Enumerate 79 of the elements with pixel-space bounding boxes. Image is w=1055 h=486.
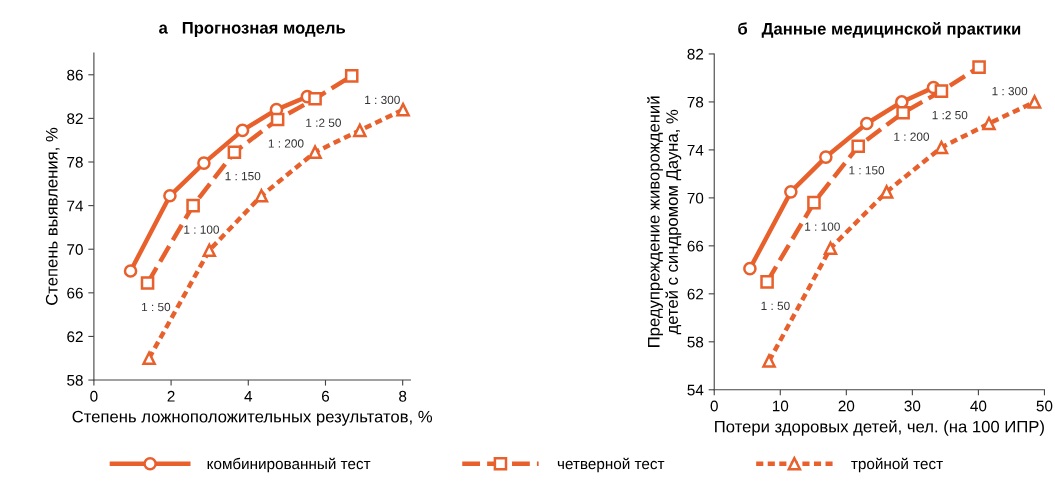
y-tick-label: 62: [687, 288, 704, 300]
legend-label: четверной тест: [557, 457, 665, 473]
x-tick-label: 10: [772, 400, 789, 412]
annotation: 1 : 150: [225, 172, 261, 181]
chart-title: а Прогнозная модель: [159, 22, 346, 37]
annotation: 1 : 50: [142, 302, 171, 312]
legend-label: комбинированный тест: [207, 457, 371, 473]
y-tick-label: 66: [687, 240, 704, 252]
x-tick-label: 20: [838, 400, 855, 412]
point: [235, 123, 250, 138]
x-tick-label: 0: [90, 390, 98, 402]
point: [743, 261, 757, 276]
annotation: 1 :2 50: [932, 110, 968, 120]
point: [934, 84, 949, 98]
annotation: 1 : 300: [992, 86, 1028, 96]
y-tick-label: 70: [687, 192, 704, 204]
point: [227, 145, 242, 159]
annotation: 1 : 100: [805, 222, 840, 231]
point: [163, 188, 177, 203]
y-tick-label: 82: [67, 113, 83, 125]
point: [972, 60, 986, 74]
x-axis-title: Потери здоровых детей, чел. (на 100 ИПР): [715, 419, 1044, 436]
annotation: 1 : 300: [365, 95, 400, 105]
point: [353, 123, 367, 138]
point: [270, 112, 285, 127]
point: [823, 241, 838, 256]
point: [344, 69, 359, 83]
point: [197, 156, 211, 170]
y-tick-label: 78: [67, 156, 83, 168]
x-tick-label: 8: [399, 390, 407, 402]
point: [859, 116, 874, 131]
y-tick-label: 78: [687, 96, 704, 108]
point: [186, 198, 200, 213]
annotation: 1 : 50: [761, 301, 790, 310]
y-tick-label: 74: [687, 144, 704, 156]
annotation: 1 : 150: [849, 166, 885, 175]
y-tick-label: 62: [67, 331, 83, 343]
point: [851, 139, 866, 154]
x-tick-label: 30: [904, 400, 921, 412]
y-tick-label: 58: [687, 336, 704, 348]
x-tick-label: 0: [710, 400, 718, 412]
point: [784, 185, 798, 199]
y-axis-title: Степень выявления, %: [45, 127, 60, 305]
point: [760, 275, 774, 289]
x-tick-label: 6: [322, 390, 330, 402]
annotation: 1 : 100: [184, 225, 220, 234]
x-tick-label: 4: [244, 391, 253, 402]
chart-title: б Данные медицинской практики: [738, 22, 1021, 38]
point: [982, 116, 996, 131]
point: [308, 145, 322, 159]
y-tick-label: 86: [67, 69, 83, 81]
point: [140, 276, 155, 290]
x-tick-label: 50: [1036, 400, 1053, 412]
y-tick-label: 54: [687, 384, 704, 396]
y-tick-label: 74: [67, 200, 84, 212]
legend-label: тройной тест: [851, 457, 943, 473]
annotation: 1 : 200: [268, 139, 304, 148]
y-tick-label: 66: [67, 287, 83, 299]
x-axis-title: Степень ложноположительных результатов, %: [72, 410, 433, 426]
y-axis-title: Предупреждение живорождений детей с синдромом Дауна, %: [647, 96, 682, 347]
point: [819, 150, 833, 164]
point: [896, 105, 910, 120]
point: [762, 354, 776, 368]
point: [308, 91, 322, 106]
annotation: 1 : 200: [894, 132, 930, 141]
point: [396, 102, 410, 117]
y-tick-label: 70: [67, 244, 83, 255]
y-tick-label: 58: [67, 374, 83, 386]
point: [142, 351, 156, 366]
point: [807, 195, 821, 210]
point: [1027, 95, 1042, 109]
y-tick-label: 82: [687, 48, 704, 60]
point: [934, 140, 949, 155]
x-tick-label: 40: [970, 400, 987, 412]
x-tick-label: 2: [167, 390, 175, 402]
point: [123, 264, 138, 278]
point: [202, 243, 217, 258]
point: [254, 188, 269, 203]
annotation: 1 :2 50: [306, 118, 341, 127]
